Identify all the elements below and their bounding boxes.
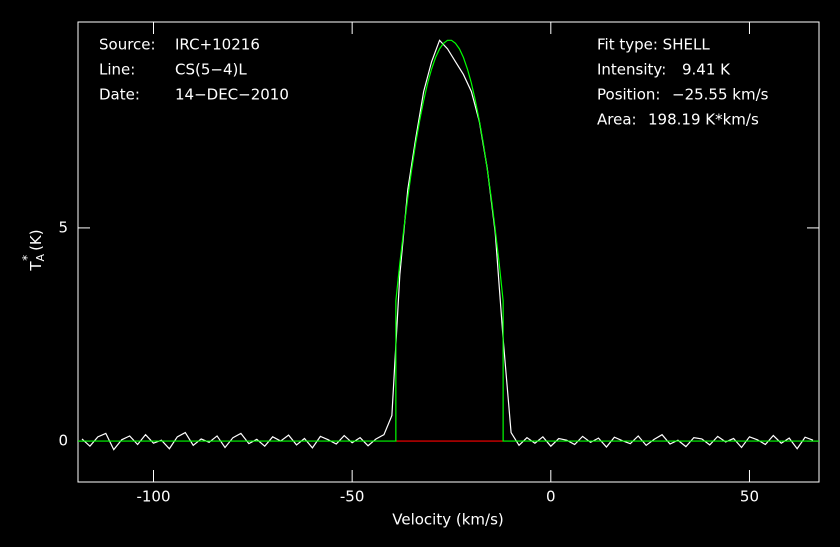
y-tick-label: 5 xyxy=(58,218,68,236)
y-tick-label: 0 xyxy=(58,432,68,450)
annotation-fit-type: Fit type: SHELL xyxy=(597,36,710,54)
annotation-key: Intensity: xyxy=(597,61,666,79)
x-tick-label: 0 xyxy=(546,488,556,506)
x-tick-label: -100 xyxy=(136,488,170,506)
x-axis-label: Velocity (km/s) xyxy=(392,511,503,529)
annotation-value: CS(5−4)L xyxy=(175,61,247,79)
annotation-value: 14−DEC−2010 xyxy=(175,86,289,104)
annotation-value: IRC+10216 xyxy=(175,36,260,54)
y-label-sup: * xyxy=(20,255,34,261)
annotation-value: 9.41 K xyxy=(682,61,731,79)
annotation-key: Date: xyxy=(99,86,140,104)
annotation-key: Source: xyxy=(99,36,156,54)
annotation-value: 198.19 K*km/s xyxy=(648,111,759,129)
y-label-unit: (K) xyxy=(27,229,45,251)
series-line xyxy=(78,39,819,442)
x-tick-label: -50 xyxy=(340,488,365,506)
annotation-key: Area: xyxy=(597,111,637,129)
annotation-key: Position: xyxy=(597,86,660,104)
x-tick-label: 50 xyxy=(740,488,759,506)
y-axis-label: TA* (K) xyxy=(20,229,48,271)
plot-frame xyxy=(77,21,820,483)
annotation-key: Line: xyxy=(99,61,135,79)
y-label-main: T xyxy=(27,261,45,272)
annotation-value: −25.55 km/s xyxy=(672,86,769,104)
y-label-sub: A xyxy=(34,253,47,261)
